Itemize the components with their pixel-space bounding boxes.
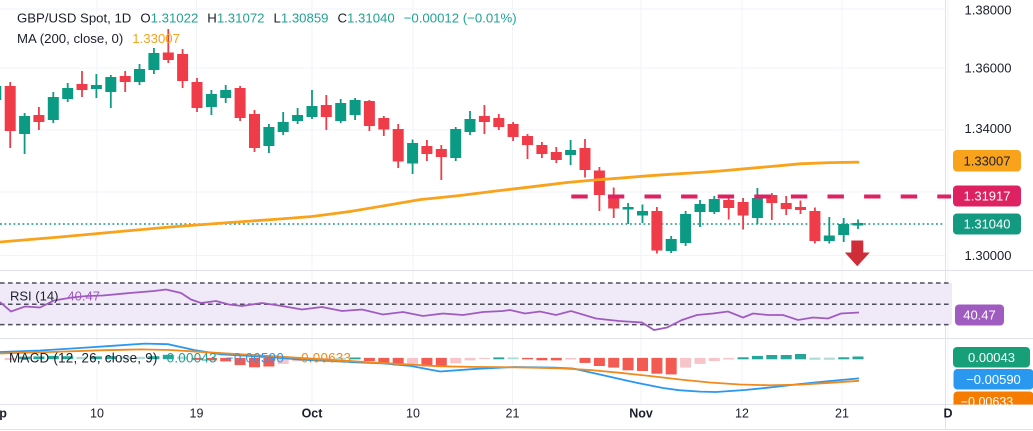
svg-text:1.33007: 1.33007	[964, 153, 1011, 168]
svg-text:1.36000: 1.36000	[965, 60, 1012, 75]
svg-text:1.31040: 1.31040	[964, 217, 1011, 232]
svg-text:1.38000: 1.38000	[965, 2, 1012, 17]
svg-text:−0.00633: −0.00633	[961, 395, 1014, 409]
svg-text:−0.00590: −0.00590	[966, 372, 1021, 387]
svg-text:1.30000: 1.30000	[965, 248, 1012, 263]
svg-text:1.31917: 1.31917	[964, 189, 1011, 204]
svg-text:D: D	[943, 407, 952, 421]
svg-text:0.00043: 0.00043	[968, 350, 1015, 365]
svg-text:12: 12	[735, 407, 749, 421]
svg-text:40.47: 40.47	[963, 308, 996, 323]
svg-text:1.34000: 1.34000	[965, 121, 1012, 136]
svg-text:10: 10	[90, 407, 104, 421]
svg-text:p: p	[0, 407, 7, 421]
svg-text:RSI (14)40.47: RSI (14) 40.47	[10, 288, 100, 303]
svg-text:Nov: Nov	[629, 407, 653, 421]
svg-text:19: 19	[190, 407, 204, 421]
svg-text:10: 10	[406, 407, 420, 421]
svg-text:Oct: Oct	[302, 407, 324, 421]
svg-text:21: 21	[506, 407, 520, 421]
svg-text:MA (200, close, 0)1.33007: MA (200, close, 0) 1.33007	[17, 31, 180, 46]
svg-text:21: 21	[835, 407, 849, 421]
svg-text:MACD (12, 26, close, 9)0.00043: MACD (12, 26, close, 9) 0.00043 −0.00590 −0…	[9, 351, 351, 366]
